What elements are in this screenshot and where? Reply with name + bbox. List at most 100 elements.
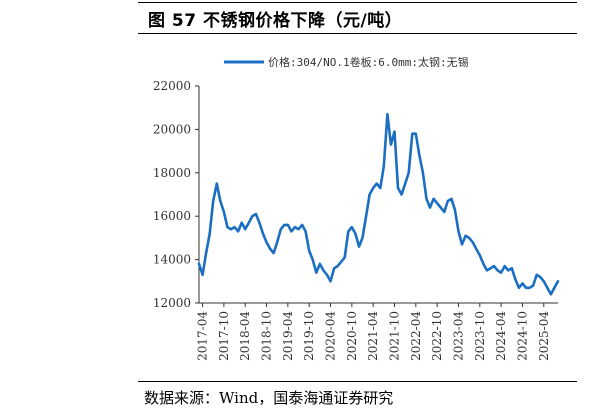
data-point <box>283 224 286 226</box>
data-point <box>471 241 474 244</box>
data-point <box>525 286 527 289</box>
data-point <box>446 200 449 202</box>
data-point <box>322 269 325 272</box>
data-point <box>518 286 520 289</box>
data-point <box>397 187 399 189</box>
data-point <box>514 278 517 280</box>
data-point <box>496 269 499 272</box>
data-point <box>546 286 549 289</box>
data-point <box>230 228 232 231</box>
data-point <box>432 197 435 200</box>
x-tick-label: 2020-04 <box>324 311 338 361</box>
data-point <box>205 252 208 255</box>
bottom-rule <box>138 381 577 382</box>
data-point <box>272 252 275 255</box>
data-point <box>290 230 293 233</box>
data-point <box>287 224 289 226</box>
x-tick-label: 2017-10 <box>217 311 231 361</box>
y-tick-label: 12000 <box>153 296 191 310</box>
y-tick-label: 22000 <box>153 79 191 93</box>
data-point <box>557 280 559 283</box>
data-point <box>226 226 229 229</box>
chart-axes: 12000 14000 16000 18000 20000 22000 2017-04 201… <box>153 79 558 361</box>
data-point <box>244 228 247 231</box>
data-point <box>503 265 506 267</box>
x-tick-label: 2024-10 <box>515 311 529 361</box>
x-tick-label: 2019-04 <box>281 311 295 361</box>
x-tick-label: 2020-10 <box>345 311 359 361</box>
data-point <box>308 250 311 252</box>
data-point <box>390 143 392 146</box>
data-point <box>550 293 552 296</box>
data-point <box>414 132 417 135</box>
x-tick-label: 2021-10 <box>387 311 401 361</box>
legend-label: 价格:304/NO.1卷板:6.0mm:太钢:无锡 <box>268 55 469 69</box>
data-point <box>464 234 467 237</box>
data-point <box>375 182 378 185</box>
data-point <box>461 243 463 246</box>
data-point <box>411 132 414 135</box>
y-tick-label: 14000 <box>153 253 191 267</box>
data-point <box>379 187 382 189</box>
data-point <box>350 226 353 229</box>
data-point <box>535 273 538 276</box>
data-point <box>297 228 300 231</box>
data-point <box>500 271 502 274</box>
data-point <box>208 232 211 235</box>
chart-legend: 价格:304/NO.1卷板:6.0mm:太钢:无锡 <box>224 55 469 69</box>
x-tick-label: 2023-04 <box>451 311 465 361</box>
data-point <box>219 200 222 202</box>
data-point <box>336 265 339 267</box>
data-point <box>478 254 481 257</box>
title-rule <box>138 33 577 34</box>
data-point <box>532 284 534 287</box>
x-tick-label: 2017-04 <box>196 311 210 361</box>
data-point <box>265 241 268 244</box>
x-tick-label: 2018-10 <box>260 311 274 361</box>
data-point <box>439 206 442 209</box>
data-point <box>251 215 254 218</box>
data-point <box>329 280 332 283</box>
y-tick-label: 18000 <box>153 166 191 180</box>
data-point <box>262 232 264 235</box>
data-point <box>422 171 424 174</box>
data-point <box>368 193 371 196</box>
x-tick-label: 2019-10 <box>302 311 316 361</box>
data-point <box>372 187 375 189</box>
source-note: 数据来源：Wind，国泰海通证券研究 <box>144 389 394 407</box>
data-point <box>521 282 524 285</box>
figure-title: 图 57 不锈钢价格下降（元/吨） <box>148 11 403 31</box>
data-point <box>304 230 307 233</box>
data-point <box>486 269 488 272</box>
x-tick-label: 2024-04 <box>494 311 508 361</box>
data-point <box>326 273 328 276</box>
y-tick-label: 20000 <box>153 122 191 136</box>
data-point <box>493 265 495 267</box>
data-point <box>358 245 360 248</box>
series-line <box>197 112 560 296</box>
x-tick-label: 2022-04 <box>409 311 423 361</box>
data-point <box>507 269 510 272</box>
data-point <box>340 260 343 263</box>
data-point <box>237 230 240 233</box>
x-tick-label: 2021-04 <box>366 311 380 361</box>
data-point <box>393 130 396 133</box>
data-point <box>319 263 321 265</box>
data-point <box>365 215 367 218</box>
data-point <box>436 202 438 205</box>
x-tick-label: 2018-04 <box>238 311 252 361</box>
data-point <box>400 193 403 196</box>
data-point <box>429 206 431 209</box>
data-point <box>294 226 296 229</box>
data-point <box>386 113 389 116</box>
data-point <box>443 211 446 213</box>
data-point <box>542 280 545 283</box>
data-point <box>255 213 257 215</box>
data-point <box>489 267 492 270</box>
data-point <box>407 171 410 174</box>
y-tick-label: 16000 <box>153 209 191 223</box>
data-point <box>240 221 243 224</box>
top-rule <box>138 2 577 3</box>
data-point <box>201 273 204 276</box>
